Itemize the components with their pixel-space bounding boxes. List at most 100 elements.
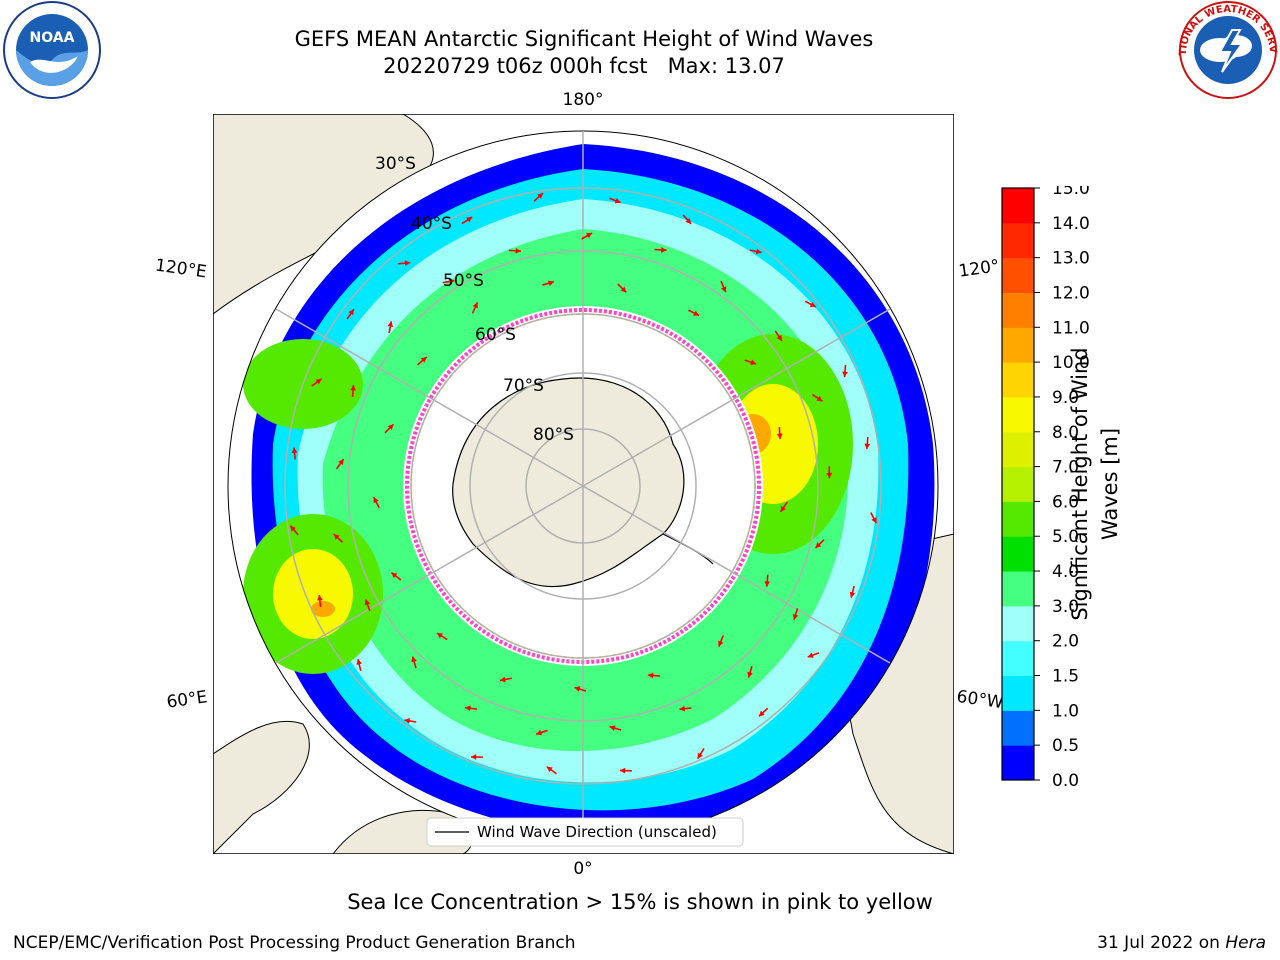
- wave-arrow-head: [755, 248, 762, 255]
- wave-arrow-head: [826, 472, 833, 479]
- colorbar-swatch: [1002, 396, 1034, 433]
- wave-arrow-head: [364, 599, 371, 606]
- colorbar-swatch: [1002, 501, 1034, 537]
- sea-ice-caption: Sea Ice Concentration > 15% is shown in …: [347, 890, 933, 914]
- colorbar-tick-label: 1.0: [1052, 701, 1079, 721]
- wave-arrow-head: [465, 705, 471, 712]
- wave-arrow-head: [776, 334, 782, 341]
- wave-arrow-head: [290, 525, 296, 532]
- colorbar: 0.0 0.5 1.0 1.5 2.0 3.0 4.0 5.0 6.0 7.0 8.0 9.0 10.0…: [1001, 186, 1090, 786]
- wave-arrow-head: [842, 371, 848, 378]
- lat-label-50s: 50°S: [443, 271, 484, 291]
- wave-arrow-head: [614, 198, 621, 204]
- colorbar-tick-label: 11.0: [1052, 318, 1090, 338]
- wave-arrow-head: [348, 309, 354, 316]
- wave-arrow-head: [338, 459, 344, 466]
- colorbar-tick-label: 2.0: [1052, 632, 1079, 652]
- colorbar-swatch: [1002, 257, 1034, 293]
- wave-arrow-head: [291, 447, 298, 454]
- date-text: 31 Jul 2022 on: [1097, 933, 1226, 953]
- wave-arrow-head: [718, 640, 724, 647]
- colorbar-swatch: [1002, 536, 1034, 572]
- wave-arrow-head: [679, 705, 685, 712]
- latitude-labels: 30°S 40°S 50°S 60°S 70°S 80°S: [375, 154, 574, 445]
- colorbar-swatch: [1002, 431, 1034, 468]
- colorbar-swatch: [1002, 675, 1034, 711]
- lat-label-40s: 40°S: [411, 214, 452, 234]
- colorbar-tick-label: 9.0: [1052, 388, 1079, 408]
- wave-arrow-head: [620, 286, 627, 293]
- wave-arrow-head: [609, 725, 616, 731]
- wave-arrow-head: [750, 359, 757, 365]
- wave-arrow-head: [387, 321, 394, 327]
- colorbar-tick-label: 7.0: [1052, 458, 1079, 478]
- wave-arrow-head: [864, 443, 871, 450]
- lon-label-120w: 120°: [957, 256, 1000, 282]
- wave-arrow-head: [315, 378, 322, 385]
- wave-arrow-head: [792, 613, 799, 620]
- wave-arrow-head: [697, 752, 703, 759]
- wave-arrow-head: [515, 247, 521, 254]
- colorbar-tick-label: 4.0: [1052, 562, 1079, 582]
- colorbar-label-line2: Waves [m]: [1098, 427, 1122, 541]
- lat-label-30s: 30°S: [375, 154, 416, 174]
- machine-name: Hera: [1225, 933, 1266, 953]
- credit-line: NCEP/EMC/Verification Post Processing Pr…: [13, 933, 576, 953]
- colorbar-swatch: [1002, 571, 1034, 607]
- colorbar-swatch: [1002, 710, 1034, 746]
- wave-arrow-head: [499, 676, 506, 683]
- wave-arrow-head: [849, 591, 856, 598]
- colorbar-tick-label: 14.0: [1052, 214, 1090, 234]
- colorbar-label: Significant Height of Wind Waves [m]: [1065, 314, 1125, 654]
- lat-label-70s: 70°S: [503, 376, 544, 396]
- wave-arrow-head: [373, 497, 379, 504]
- map-legend: Wind Wave Direction (unscaled): [426, 817, 744, 847]
- wave-arrow-head: [721, 286, 727, 293]
- date-line: 31 Jul 2022 on Hera: [1097, 933, 1266, 953]
- wave-arrow-head: [448, 278, 455, 285]
- wave-arrow-head: [661, 247, 667, 253]
- wave-arrow-head: [776, 433, 783, 440]
- nws-logo: NATIONAL WEATHER SERVICE: [1176, 0, 1278, 99]
- wave-arrow-head: [693, 310, 700, 316]
- colorbar-swatch: [1002, 327, 1034, 363]
- wave-direction-arrows: [289, 192, 878, 775]
- colorbar-tick-label: 5.0: [1052, 527, 1079, 547]
- colorbar-swatch: [1002, 362, 1034, 398]
- colorbar-tick-label: 6.0: [1052, 492, 1079, 512]
- wave-arrow-head: [472, 302, 478, 309]
- colorbar-swatch: [1002, 745, 1034, 781]
- colorbar-swatch: [1002, 640, 1034, 677]
- wave-arrow-head: [391, 572, 398, 579]
- wave-arrow-head: [333, 534, 340, 540]
- wave-arrow-head: [350, 385, 356, 391]
- lon-label-60e: 60°E: [165, 687, 208, 712]
- wave-arrow-head: [411, 656, 417, 663]
- noaa-logo: NOAA: [3, 1, 101, 99]
- wave-arrow-head: [574, 686, 581, 692]
- wave-arrow-head: [420, 357, 427, 363]
- wave-arrow-head: [436, 633, 443, 639]
- colorbar-swatch: [1002, 605, 1034, 642]
- wave-arrow-head: [619, 767, 626, 774]
- colorbar-tick-label: 12.0: [1052, 283, 1090, 303]
- colorbar-swatches: [1002, 188, 1034, 781]
- colorbar-label-line1: Significant Height of Wind: [1068, 347, 1092, 621]
- wave-arrow-head: [536, 729, 543, 736]
- noaa-logo-text: NOAA: [30, 30, 75, 46]
- wave-arrow-head: [747, 671, 753, 678]
- wave-arrow-head: [815, 542, 822, 549]
- wave-arrow-head: [548, 280, 554, 286]
- wave-arrow-head: [404, 260, 411, 266]
- colorbar-tick-label: 8.0: [1052, 423, 1079, 443]
- page-subtitle: 20220729 t06z 000h fcst Max: 13.07: [383, 54, 785, 78]
- lat-label-60s: 60°S: [475, 325, 516, 345]
- lon-label-180: 180°: [563, 90, 604, 110]
- colorbar-ticks: 0.0 0.5 1.0 1.5 2.0 3.0 4.0 5.0 6.0 7.0 8.0 9.0 10.0…: [1034, 186, 1090, 786]
- wave-arrow-head: [546, 766, 553, 773]
- legend-entry: Wind Wave Direction (unscaled): [477, 823, 717, 841]
- wave-arrow-head: [816, 395, 823, 402]
- colorbar-tick-label: 15.0: [1052, 186, 1090, 199]
- wave-arrow-head: [764, 581, 771, 587]
- wave-arrow-head: [387, 424, 394, 431]
